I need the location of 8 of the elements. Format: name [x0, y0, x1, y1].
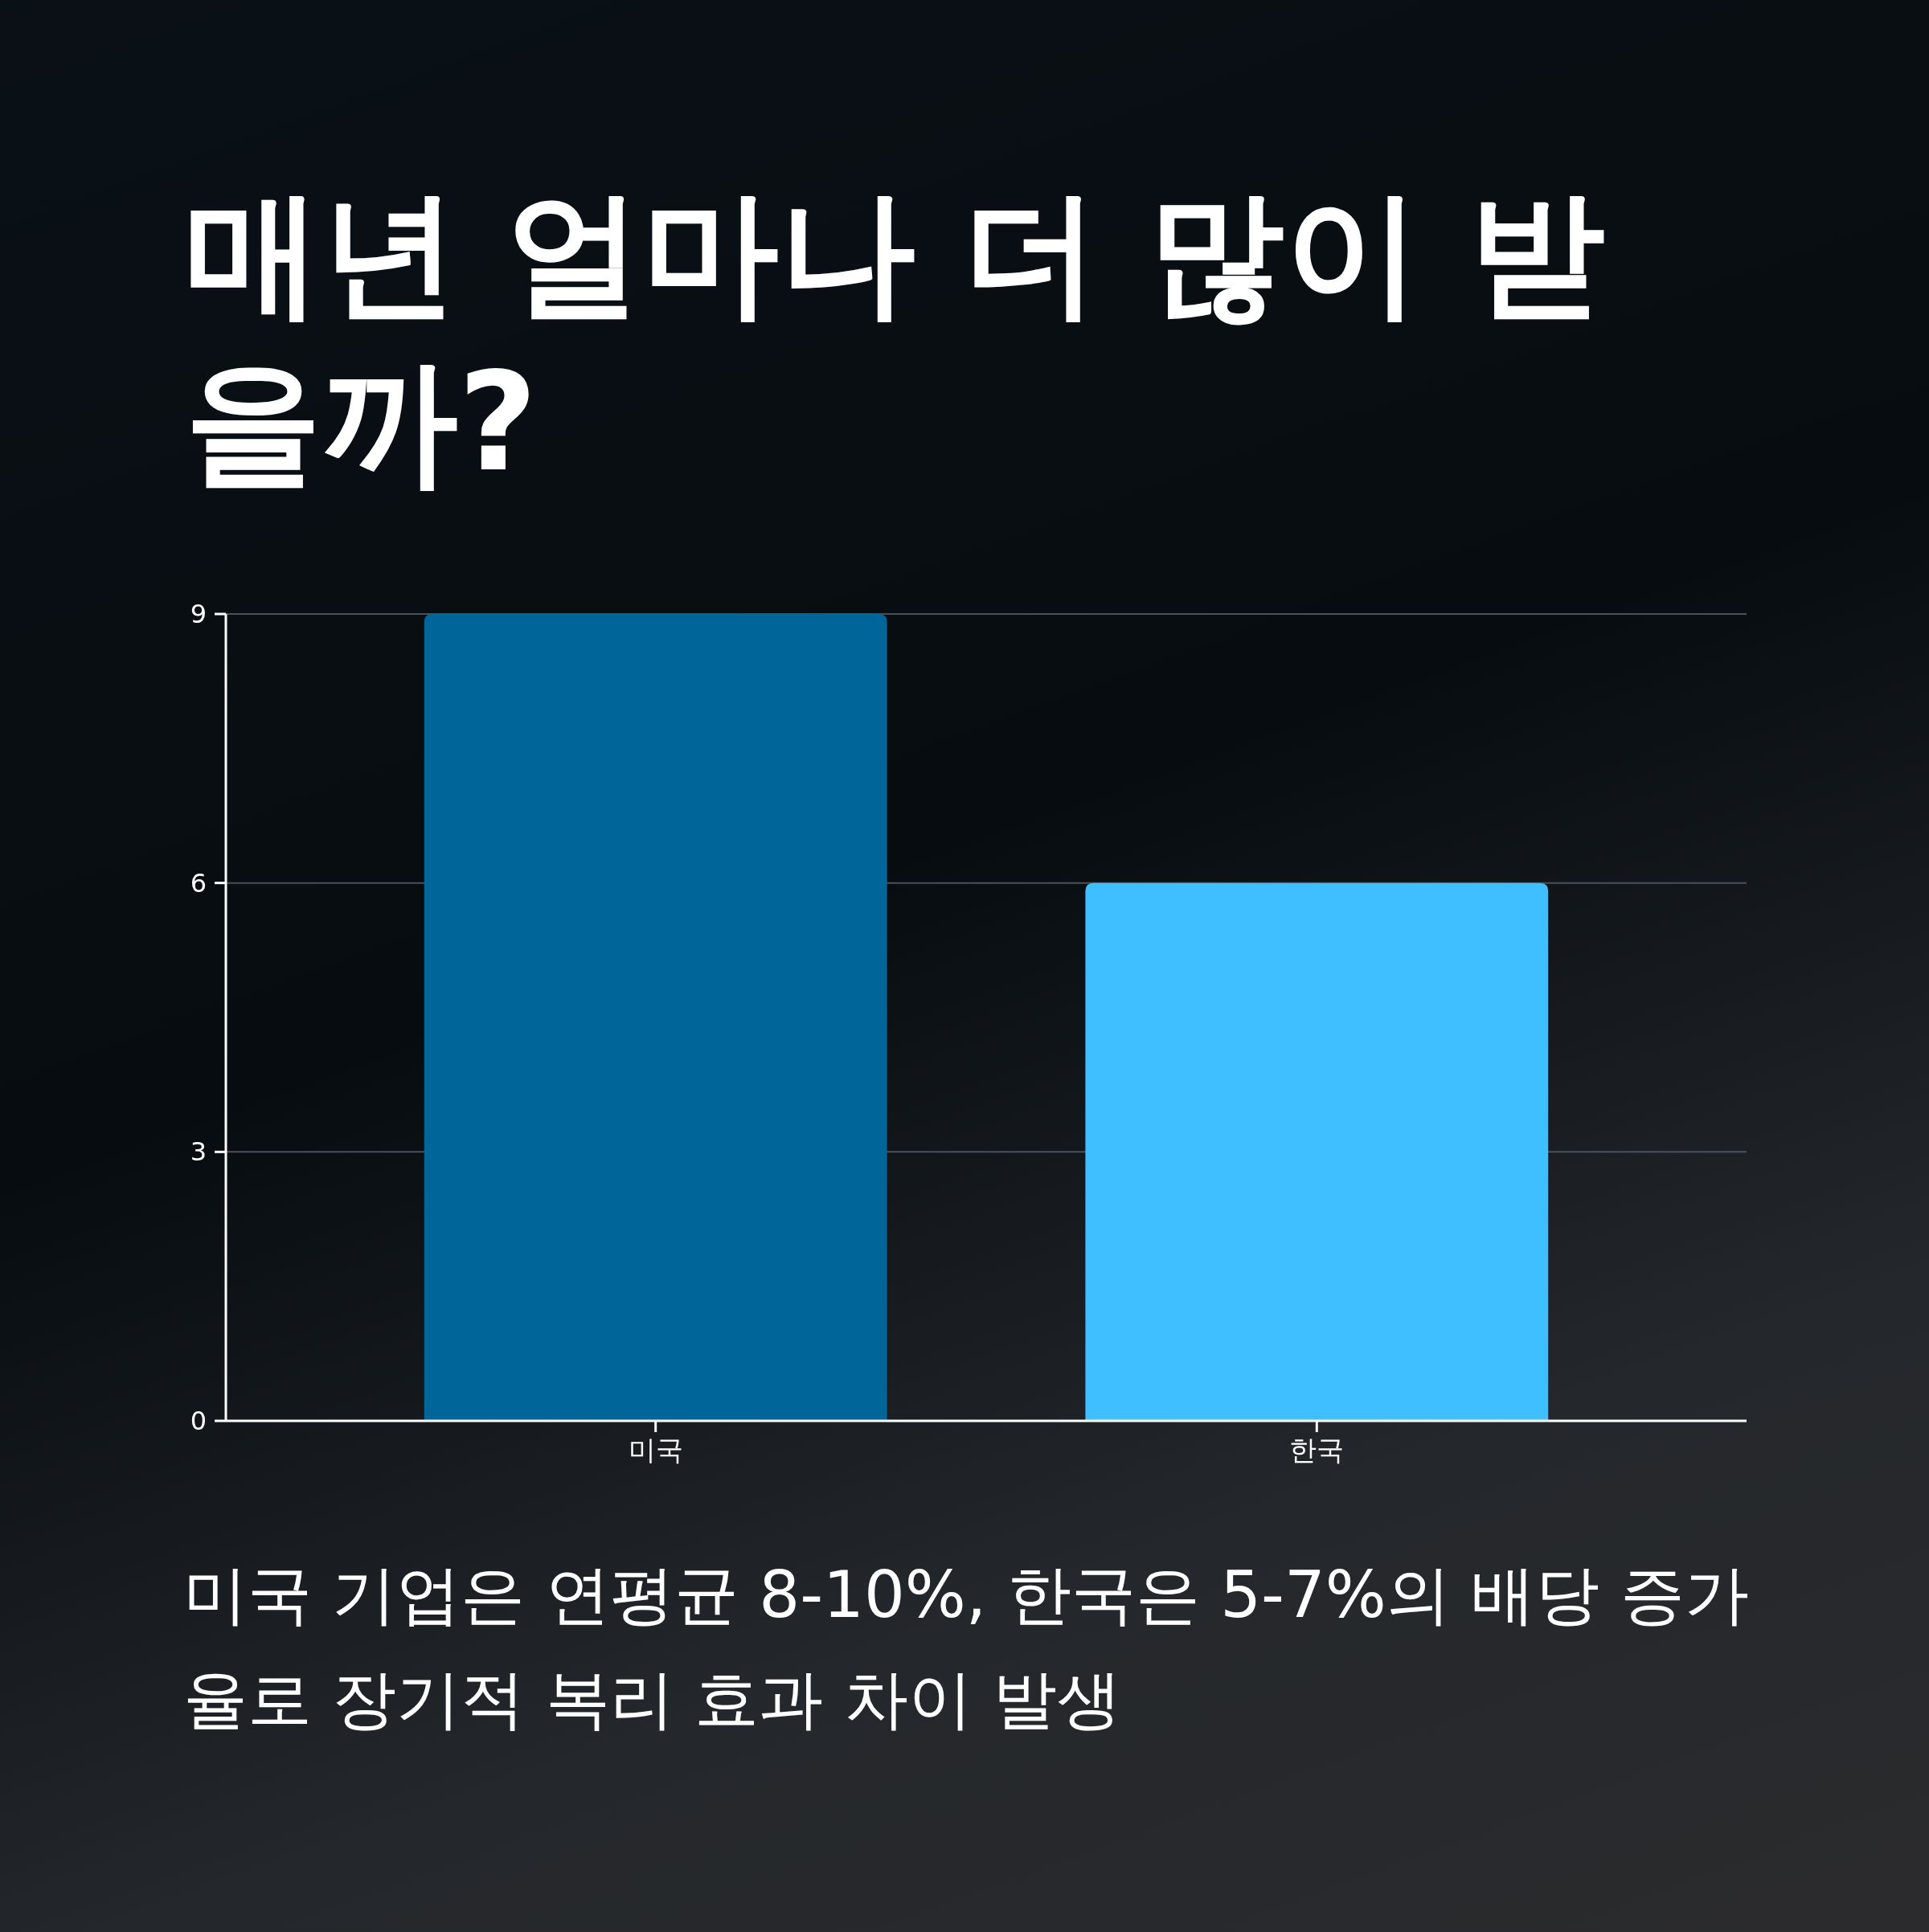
- chart-title: 매년 얼마나 더 많이 받을까?: [185, 173, 1606, 503]
- y-tick-label: 9: [190, 599, 207, 629]
- y-tick-label: 0: [190, 1406, 207, 1436]
- text: 미국 기업은 연평균 8-10%, 한국은 5-7%의 배당 증가율로 장기적 복리 효과 차이 발생: [183, 1557, 1750, 1738]
- y-tick-label: 3: [190, 1136, 207, 1168]
- x-tick-label: 한국: [1289, 1434, 1345, 1466]
- x-tick-label: 미국: [628, 1434, 683, 1466]
- y-tick-label: 6: [190, 867, 207, 898]
